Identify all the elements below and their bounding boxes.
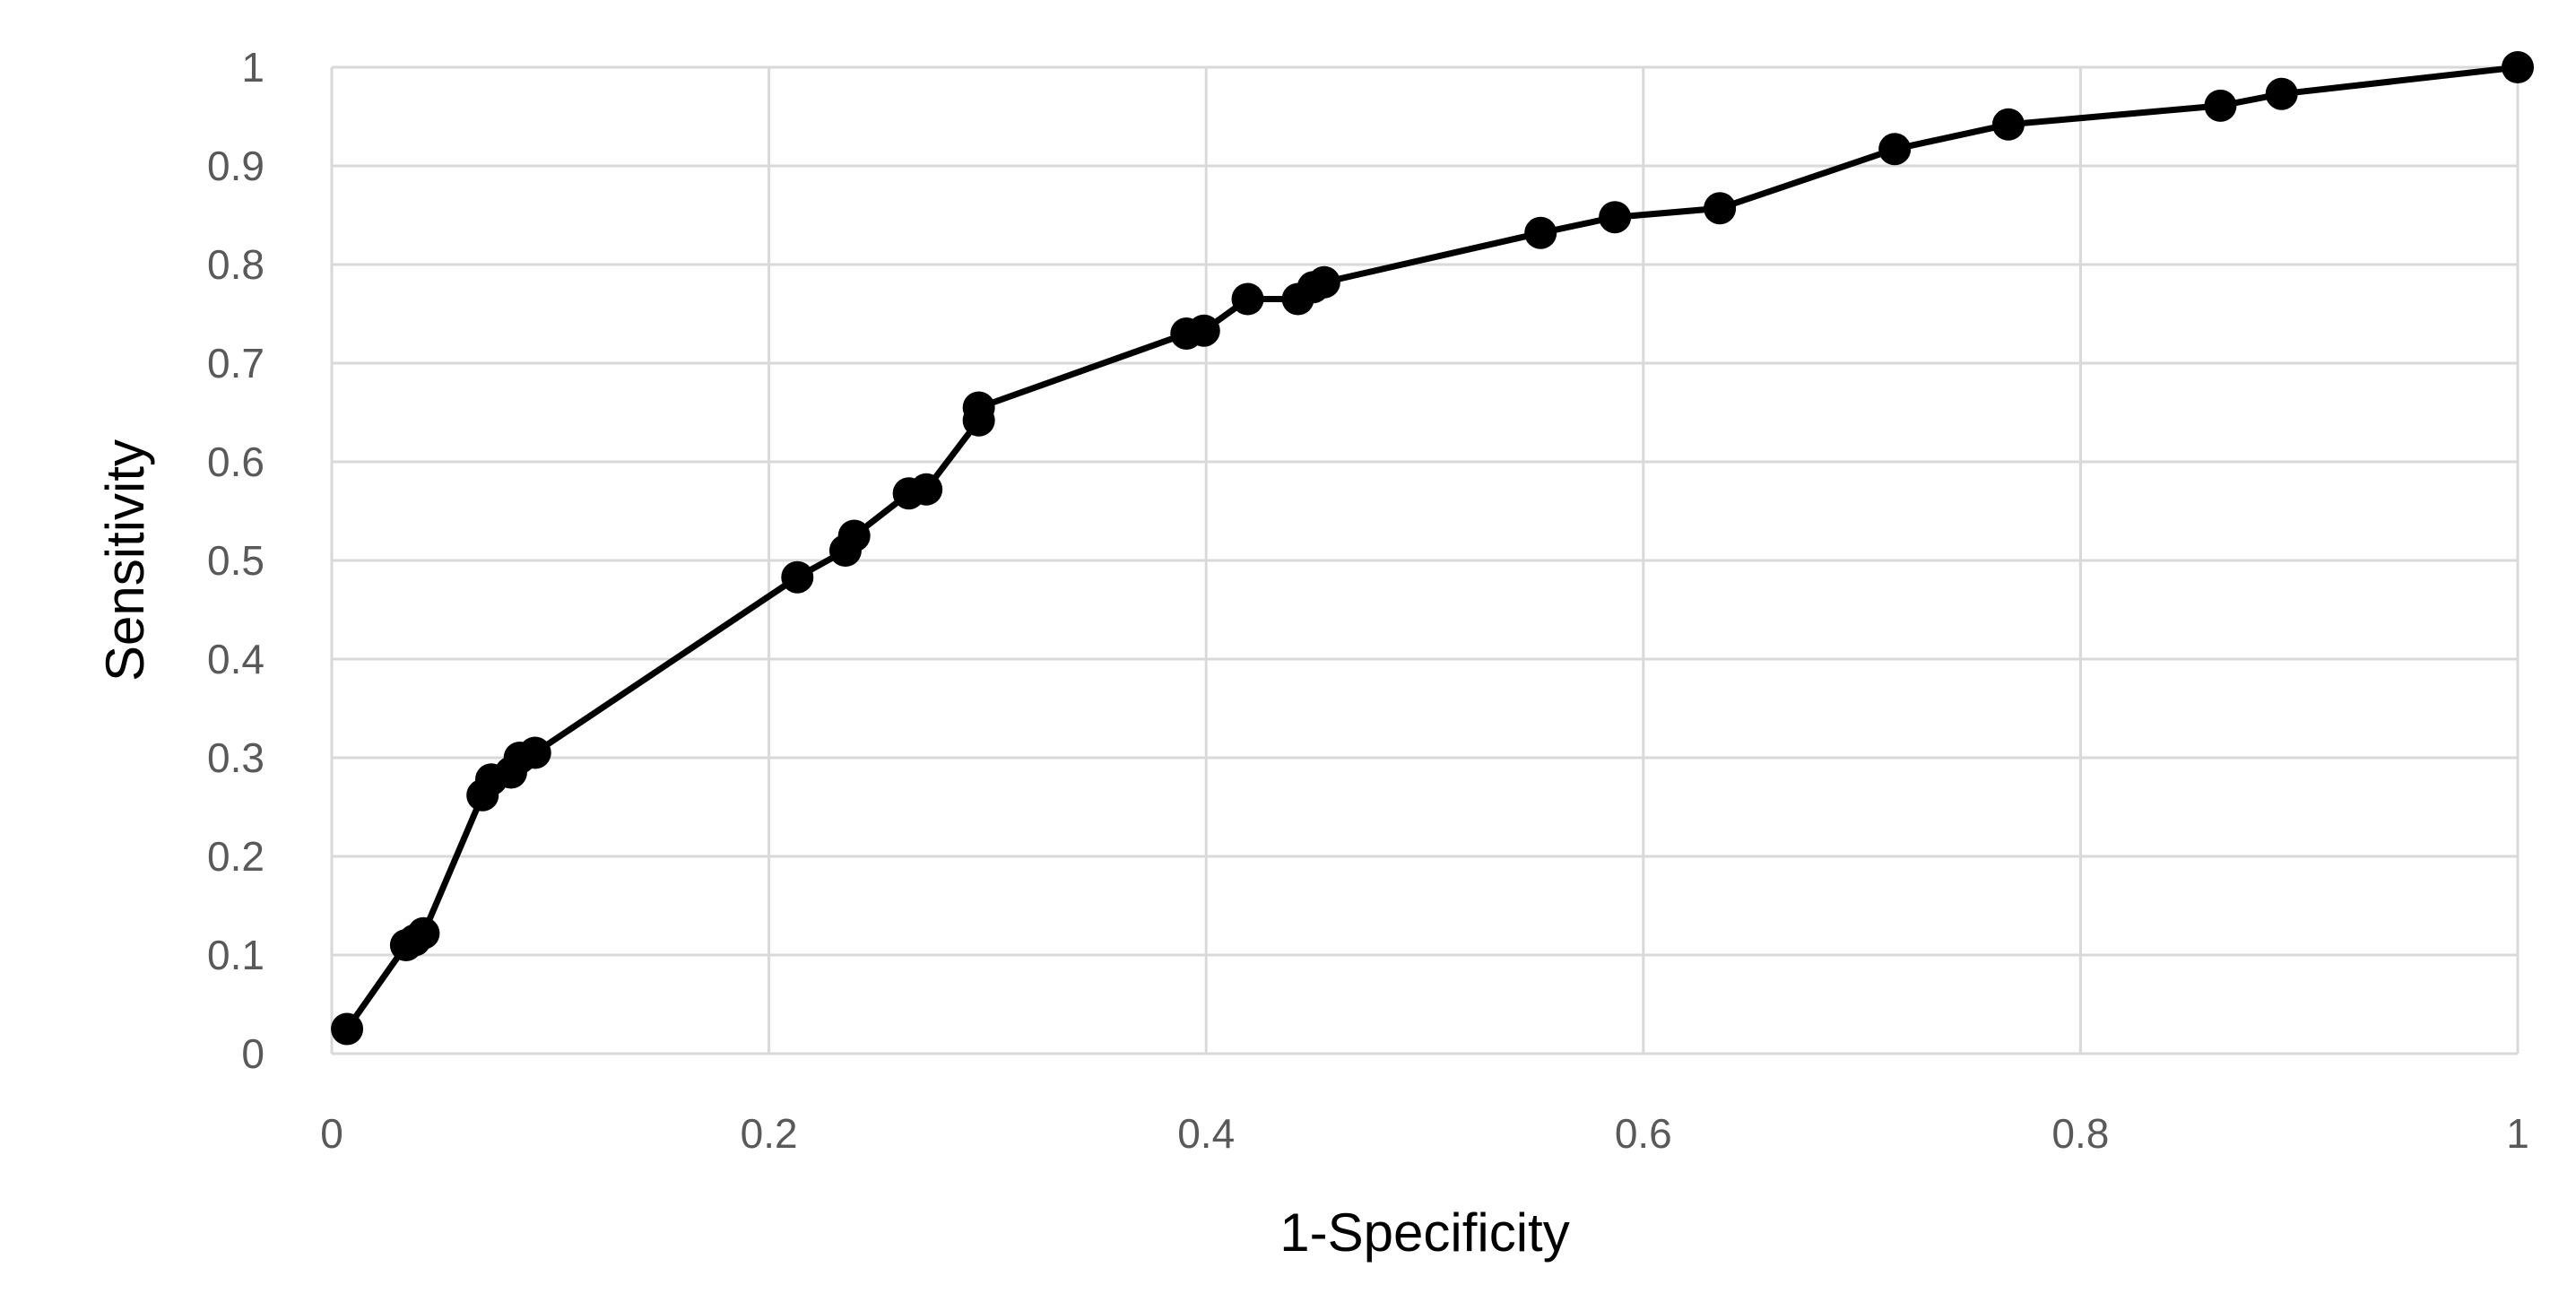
x-axis-label: 1-Specificity — [1279, 1202, 1569, 1263]
x-tick-label-4: 0.8 — [2051, 1110, 2109, 1157]
x-tick-label-1: 0.2 — [741, 1110, 798, 1157]
y-gridlines — [332, 65, 2518, 1055]
data-point-18 — [1231, 282, 1264, 316]
data-point-24 — [1704, 192, 1737, 225]
y-tick-label-8: 0.8 — [207, 241, 265, 288]
y-tick-label-2: 0.2 — [207, 833, 265, 880]
y-tick-label-7: 0.7 — [207, 340, 265, 386]
x-tick-label-2: 0.4 — [1177, 1110, 1235, 1157]
data-point-21 — [1307, 265, 1340, 299]
y-tick-label-4: 0.4 — [207, 636, 265, 682]
y-tick-labels: 0 0.1 0.2 0.3 0.4 0.5 0.6 0.7 0.8 0.9 1 — [207, 44, 265, 1077]
data-point-23 — [1599, 201, 1632, 234]
data-point-15 — [962, 391, 995, 424]
y-tick-label-0: 0 — [241, 1030, 265, 1077]
y-tick-label-9: 0.9 — [207, 143, 265, 189]
y-tick-label-6: 0.6 — [207, 438, 265, 485]
x-tick-label-0: 0 — [320, 1110, 343, 1157]
data-point-28 — [2265, 77, 2298, 110]
data-point-8 — [518, 736, 551, 769]
y-tick-label-3: 0.3 — [207, 734, 265, 781]
data-point-26 — [1991, 108, 2025, 141]
roc-curve-points — [331, 51, 2534, 1046]
data-point-25 — [1878, 133, 1912, 166]
data-point-22 — [1524, 216, 1557, 249]
data-point-29 — [2502, 51, 2534, 83]
roc-curve-line — [343, 64, 2521, 1032]
data-point-0 — [331, 1012, 364, 1046]
y-axis-label: Sensitivity — [95, 439, 155, 682]
x-tick-labels: 0 0.2 0.4 0.6 0.8 1 — [320, 1110, 2529, 1157]
data-point-13 — [910, 473, 943, 506]
y-tick-label-5: 0.5 — [207, 537, 265, 584]
data-point-27 — [2204, 89, 2237, 122]
y-tick-label-1: 0.1 — [207, 932, 265, 978]
x-tick-label-5: 1 — [2506, 1110, 2529, 1157]
x-tick-label-3: 0.6 — [1615, 1110, 1672, 1157]
data-point-3 — [407, 916, 440, 950]
data-point-11 — [837, 519, 871, 552]
y-tick-label-10: 1 — [241, 44, 265, 91]
data-point-17 — [1187, 314, 1220, 347]
data-point-9 — [781, 560, 814, 594]
